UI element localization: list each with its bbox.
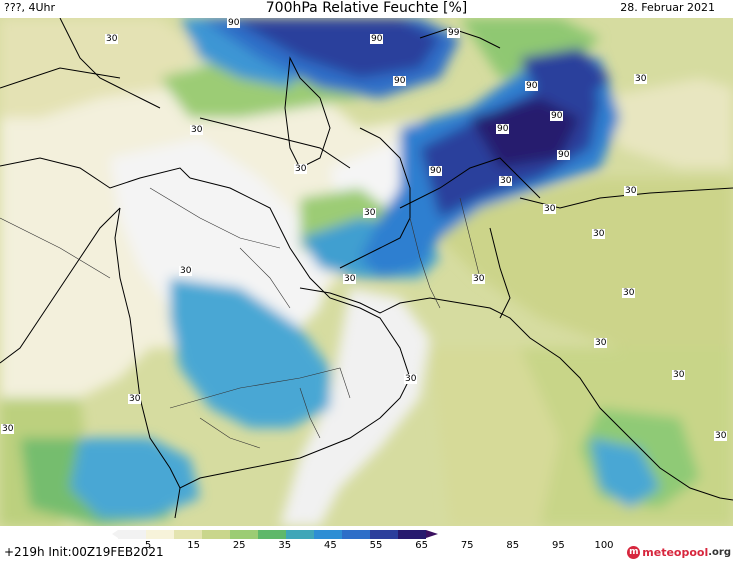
header-bar: ???, 4Uhr 700hPa Relative Feuchte [%] 28… (0, 0, 733, 18)
colorbar-segment (202, 530, 230, 539)
contour-label: 30 (363, 208, 377, 218)
colorbar (118, 530, 426, 539)
brand-name: meteopool (642, 546, 709, 559)
colorbar-segment (146, 530, 174, 539)
colorbar-segment (398, 530, 426, 539)
contour-label: 90 (370, 34, 384, 44)
borders (0, 187, 481, 449)
colorbar-segment (174, 530, 202, 539)
contour-label: 30 (179, 266, 193, 276)
contour-label: 90 (227, 18, 241, 28)
colorbar-tick-label: 65 (415, 540, 428, 551)
colorbar-tick-label: 25 (232, 540, 246, 551)
run-info: +219h Init:00Z19FEB2021 (4, 545, 164, 559)
colorbar-segment (230, 530, 258, 539)
colorbar-min-arrow (112, 530, 118, 538)
colorbar-tick-label: 45 (324, 540, 337, 551)
map-canvas (0, 18, 733, 526)
contour-label: 30 (1, 424, 15, 434)
colorbar-tick-label: 100 (594, 540, 614, 551)
forecast-time: ???, 4Uhr (4, 1, 56, 14)
colorbar-tick-label: 95 (552, 540, 565, 551)
colorbar-tick-label: 15 (187, 540, 200, 551)
contour-label: 90 (393, 76, 407, 86)
brand-logo[interactable]: m meteopool .org (627, 546, 731, 559)
colorbar-segment (314, 530, 342, 539)
contour-label: 30 (594, 338, 608, 348)
contour-label: 90 (525, 81, 539, 91)
legend: 5 15 25 35 45 55 65 75 85 95 100 +219h Init:00Z19F… (0, 526, 733, 566)
colorbar-segment (258, 530, 286, 539)
contour-label: 30 (714, 431, 728, 441)
colorbar-tick-label: 5 (144, 540, 152, 551)
contour-label: 90 (557, 150, 571, 160)
contour-label: 30 (190, 125, 204, 135)
contour-label: 30 (592, 229, 606, 239)
forecast-date: 28. Februar 2021 (620, 1, 715, 14)
contour-label: 90 (429, 166, 443, 176)
contour-label: 30 (128, 394, 142, 404)
contour-label: 99 (447, 28, 461, 38)
colorbar-tick-label: 35 (278, 540, 292, 551)
contour-label: 30 (472, 274, 486, 284)
contour-label: 30 (404, 374, 418, 384)
colorbar-tick-label: 55 (369, 540, 383, 551)
contour-label: 30 (543, 204, 557, 214)
contour-label: 30 (634, 74, 648, 84)
contour-label: 90 (550, 111, 564, 121)
contour-label: 90 (496, 124, 510, 134)
colorbar-tick-label: 75 (460, 540, 474, 551)
humidity-field (0, 18, 733, 526)
meteopool-icon: m (627, 546, 641, 559)
contour-label: 30 (624, 186, 638, 196)
colorbar-segment (118, 530, 146, 539)
map-title: 700hPa Relative Feuchte [%] (265, 0, 468, 16)
colorbar-segment (286, 530, 314, 539)
contour-label: 30 (622, 288, 636, 298)
colorbar-tick-label: 85 (506, 540, 520, 551)
colorbar-max-arrow (426, 530, 438, 538)
contour-label: 30 (672, 370, 686, 380)
contour-label: 30 (343, 274, 357, 284)
colorbar-segment (370, 530, 398, 539)
contour-label: 30 (499, 176, 513, 186)
contour-label: 30 (294, 164, 308, 174)
humidity-map: 90 90 99 90 90 90 90 90 90 30 30 30 30 3… (0, 18, 733, 526)
brand-suffix: .org (708, 547, 731, 558)
contour-label: 30 (105, 34, 119, 44)
colorbar-segment (342, 530, 370, 539)
